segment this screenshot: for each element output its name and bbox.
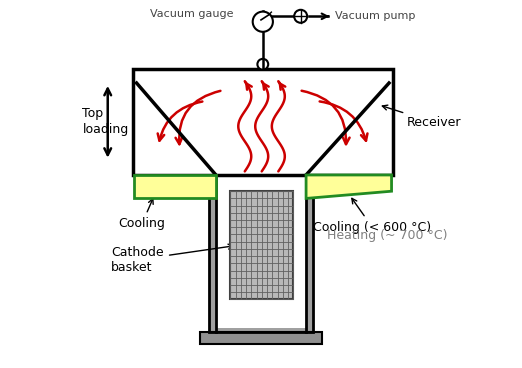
Text: Cooling (< 600 °C): Cooling (< 600 °C) xyxy=(313,198,431,234)
Text: Cathode
basket: Cathode basket xyxy=(111,244,233,274)
Circle shape xyxy=(294,10,307,23)
Polygon shape xyxy=(230,191,293,300)
Circle shape xyxy=(257,59,268,70)
Circle shape xyxy=(253,12,273,32)
Text: Vacuum gauge: Vacuum gauge xyxy=(150,10,234,20)
Polygon shape xyxy=(134,175,216,198)
Polygon shape xyxy=(209,175,313,332)
Text: Receiver: Receiver xyxy=(382,105,461,129)
Text: Cooling: Cooling xyxy=(118,199,165,230)
Polygon shape xyxy=(306,175,392,198)
Text: Top
loading: Top loading xyxy=(82,107,129,136)
Polygon shape xyxy=(216,175,306,328)
Text: Vacuum pump: Vacuum pump xyxy=(335,11,416,21)
Polygon shape xyxy=(200,332,322,344)
Text: Heating (~ 700 °C): Heating (~ 700 °C) xyxy=(327,229,447,242)
